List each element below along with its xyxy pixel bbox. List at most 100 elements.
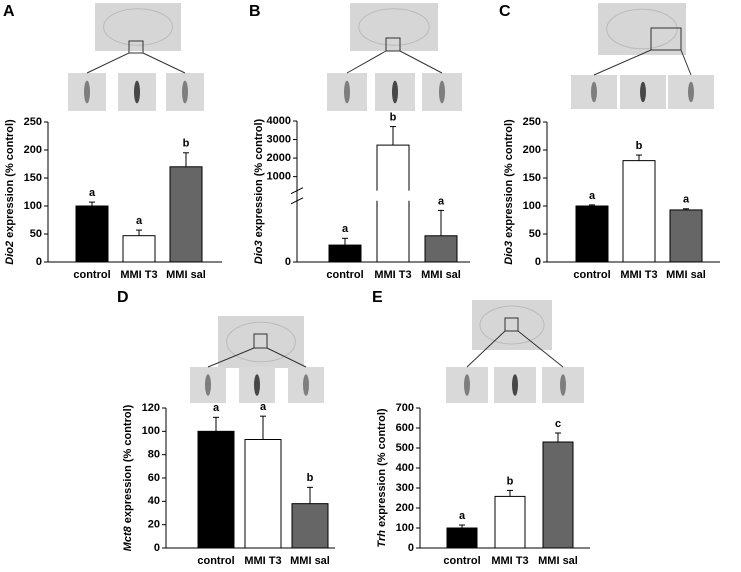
bar	[122, 235, 156, 263]
bar	[446, 527, 478, 549]
y-axis-label: Mct8 expression (% control)	[122, 404, 134, 551]
significance-letter: c	[555, 418, 561, 430]
connector	[466, 330, 506, 368]
x-tick-label: control	[73, 269, 110, 281]
y-axis-text: expression (% control)	[253, 118, 265, 237]
y-tick-label: 120	[142, 402, 160, 414]
connector	[346, 50, 387, 74]
bar	[169, 166, 203, 263]
bar	[494, 495, 526, 549]
y-tick-label: 4000	[267, 115, 291, 127]
y-tick-label: 500	[396, 442, 414, 454]
y-axis-text: expression (% control)	[376, 408, 388, 527]
y-axis-label: Trh expression (% control)	[376, 408, 388, 547]
section-outline	[606, 8, 678, 50]
y-tick-label: 150	[523, 172, 541, 184]
y-tick-label: 400	[396, 462, 414, 474]
x-tick-label: MMI T3	[620, 269, 657, 281]
connector	[266, 347, 307, 368]
y-tick-label: 100	[24, 200, 42, 212]
y-tick-label: 250	[24, 116, 42, 128]
x-tick-label: MMI T3	[374, 269, 411, 281]
significance-letter: b	[183, 138, 190, 150]
zoom-box	[504, 317, 519, 332]
y-tick-label: 0	[535, 256, 541, 268]
bar	[328, 244, 362, 263]
y-tick-label: 300	[396, 482, 414, 494]
bar	[622, 160, 656, 263]
zoom-box	[253, 333, 268, 349]
x-tick-label: MMI sal	[538, 555, 578, 567]
connector	[517, 330, 564, 368]
connector	[142, 52, 186, 74]
zoom-box	[128, 40, 144, 54]
y-tick-label: 60	[148, 472, 160, 484]
x-tick-label: control	[197, 555, 234, 567]
stain	[254, 374, 260, 396]
stain	[560, 374, 566, 396]
panel-label: E	[372, 289, 383, 306]
connector	[207, 347, 255, 368]
y-tick-label: 200	[523, 144, 541, 156]
x-tick-label: MMI sal	[290, 555, 330, 567]
axis-break-gap	[291, 190, 470, 201]
y-axis-gene: Trh	[376, 530, 388, 548]
stain	[84, 80, 90, 104]
panel-label: B	[249, 3, 261, 20]
x-tick-label: MMI sal	[421, 269, 461, 281]
y-tick-label: 20	[148, 519, 160, 531]
y-tick-label: 0	[36, 256, 42, 268]
y-tick-label: 150	[24, 172, 42, 184]
y-axis-gene: Dio3	[253, 240, 265, 264]
y-axis-label: Dio3 expression (% control)	[253, 118, 265, 264]
y-tick-label: 40	[148, 495, 160, 507]
x-tick-label: MMI sal	[166, 269, 206, 281]
y-axis-text: expression (% control)	[4, 119, 16, 238]
section-outline	[358, 8, 430, 46]
stain	[464, 374, 470, 396]
bar	[75, 205, 109, 263]
stain	[640, 81, 646, 103]
x-tick-label: MMI T3	[120, 269, 157, 281]
connector	[593, 49, 652, 76]
significance-letter: a	[213, 402, 220, 414]
y-tick-label: 50	[529, 228, 541, 240]
x-tick-label: control	[443, 555, 480, 567]
x-tick-label: control	[326, 269, 363, 281]
stain	[344, 80, 350, 104]
section-image	[350, 3, 438, 51]
y-axis-text: expression (% control)	[503, 119, 515, 238]
bar	[424, 235, 458, 263]
bar	[244, 439, 282, 549]
stain	[205, 374, 211, 396]
x-tick-label: MMI T3	[491, 555, 528, 567]
significance-letter: b	[390, 111, 397, 123]
zoom-box	[385, 37, 401, 52]
y-tick-label: 600	[396, 422, 414, 434]
stain	[392, 80, 398, 104]
stain	[182, 80, 188, 104]
stain	[591, 81, 597, 103]
y-axis-gene: Mct8	[122, 525, 134, 551]
significance-letter: a	[260, 401, 267, 413]
y-tick-label: 0	[154, 542, 160, 554]
y-tick-label: 250	[523, 116, 541, 128]
y-tick-label: 3000	[267, 133, 291, 145]
x-tick-label: MMI sal	[666, 269, 706, 281]
y-tick-label: 100	[523, 200, 541, 212]
panel-label: D	[117, 289, 129, 306]
bar	[542, 441, 574, 549]
zoom-box	[650, 27, 682, 51]
y-tick-label: 100	[396, 522, 414, 534]
significance-letter: b	[636, 140, 643, 152]
bar	[376, 144, 410, 263]
bar	[197, 430, 235, 549]
stain	[439, 80, 445, 104]
y-tick-label: 700	[396, 402, 414, 414]
stain	[512, 374, 518, 396]
significance-letter: a	[342, 223, 349, 235]
y-axis-gene: Dio2	[4, 241, 16, 265]
y-tick-label: 2000	[267, 152, 291, 164]
section-outline	[226, 321, 296, 363]
